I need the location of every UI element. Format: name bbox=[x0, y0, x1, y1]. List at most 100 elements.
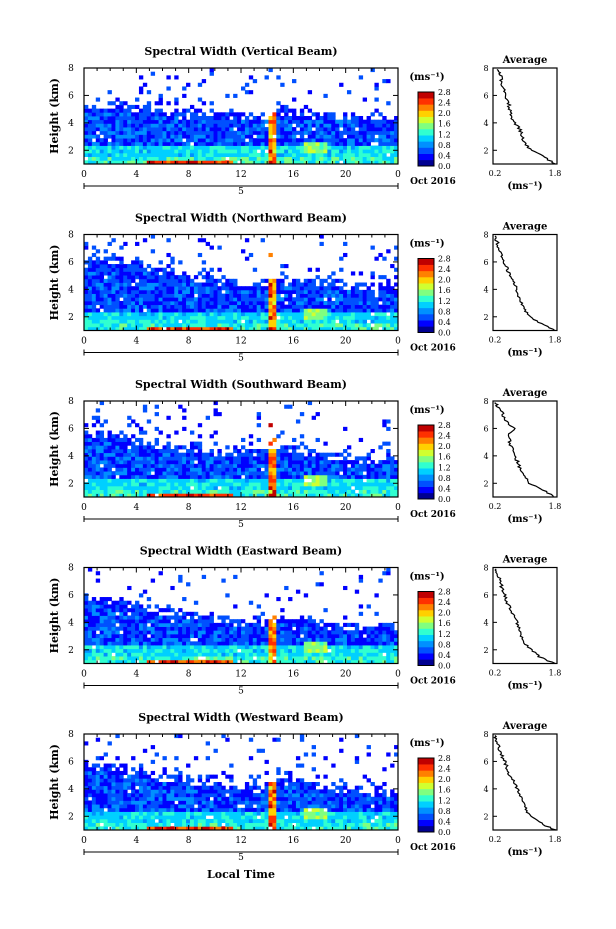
heatmap-cell bbox=[284, 471, 289, 476]
heatmap-cell bbox=[158, 116, 163, 121]
heatmap-cell bbox=[170, 467, 175, 472]
heatmap-cell bbox=[193, 456, 199, 461]
heatmap-cell bbox=[154, 289, 159, 294]
heatmap-cell bbox=[370, 633, 375, 639]
heatmap-cell bbox=[346, 289, 352, 294]
heatmap-cell bbox=[370, 493, 375, 498]
heatmap-cell bbox=[115, 286, 120, 291]
heatmap-cell bbox=[362, 659, 368, 664]
heatmap-cell bbox=[311, 112, 316, 117]
heatmap-cell bbox=[366, 152, 371, 158]
heatmap-cell bbox=[213, 645, 218, 650]
heatmap-cell bbox=[358, 493, 364, 498]
heatmap-cell bbox=[131, 460, 136, 465]
heatmap-cell bbox=[315, 437, 320, 443]
heatmap-cell bbox=[142, 278, 148, 283]
heatmap-cell bbox=[354, 323, 360, 328]
heatmap-cell bbox=[272, 145, 277, 150]
heatmap-cell bbox=[127, 478, 132, 483]
heatmap-cell bbox=[174, 633, 179, 639]
colorbar-tick-label: 2.0 bbox=[438, 276, 451, 285]
heatmap-cell bbox=[142, 312, 148, 317]
heatmap-cell bbox=[362, 326, 368, 331]
heatmap-cell bbox=[182, 275, 187, 280]
heatmap-cell bbox=[84, 278, 89, 283]
heatmap-cell bbox=[233, 489, 238, 494]
heatmap-cell bbox=[166, 445, 171, 450]
heatmap-cell bbox=[284, 463, 289, 468]
heatmap-cell bbox=[99, 604, 105, 609]
y-tick-label: 6 bbox=[68, 258, 74, 268]
heatmap-cell bbox=[158, 608, 163, 613]
heatmap-cell bbox=[288, 300, 293, 306]
heatmap-cell bbox=[248, 152, 254, 158]
heatmap-cell bbox=[378, 123, 383, 128]
heatmap-cell bbox=[225, 112, 230, 117]
heatmap-cell bbox=[186, 297, 191, 302]
heatmap-cell bbox=[358, 637, 364, 642]
heatmap-cell bbox=[107, 293, 112, 298]
heatmap-cell bbox=[386, 478, 391, 483]
heatmap-cell bbox=[394, 304, 399, 309]
heatmap-cell bbox=[284, 478, 289, 483]
heatmap-cell bbox=[154, 116, 159, 121]
heatmap-cell bbox=[288, 323, 293, 328]
heatmap-cell bbox=[162, 463, 167, 468]
heatmap-cell bbox=[115, 278, 120, 283]
heatmap-cell bbox=[370, 478, 375, 483]
heatmap-cell bbox=[135, 630, 140, 635]
heatmap-cell bbox=[346, 300, 352, 306]
heatmap-cell bbox=[135, 489, 140, 494]
heatmap-cell bbox=[252, 293, 258, 298]
heatmap-cell bbox=[166, 300, 171, 306]
heatmap-cell bbox=[182, 637, 187, 642]
heatmap-cell bbox=[339, 256, 344, 261]
heatmap-cell bbox=[288, 138, 293, 143]
heatmap-cell bbox=[91, 641, 97, 646]
heatmap-cell bbox=[162, 319, 167, 324]
heatmap-cell bbox=[131, 456, 136, 461]
heatmap-cell bbox=[189, 289, 195, 294]
heatmap-cell bbox=[107, 116, 112, 121]
heatmap-cell bbox=[115, 626, 120, 631]
heatmap-cell bbox=[115, 467, 120, 472]
heatmap-cell bbox=[366, 297, 371, 302]
heatmap-cell bbox=[201, 645, 207, 650]
heatmap-cell bbox=[189, 138, 195, 143]
heatmap-cell bbox=[95, 267, 101, 272]
heatmap-cell bbox=[346, 160, 352, 165]
heatmap-cell bbox=[205, 493, 211, 498]
heatmap-cell bbox=[146, 264, 152, 269]
heatmap-cell bbox=[374, 308, 379, 313]
heatmap-cell bbox=[323, 278, 328, 283]
heatmap-cell bbox=[87, 633, 93, 639]
heatmap-cell bbox=[170, 648, 175, 653]
heatmap-cell bbox=[103, 127, 108, 132]
heatmap-cell bbox=[315, 156, 320, 161]
heatmap-cell bbox=[103, 622, 108, 627]
heatmap-cell bbox=[237, 622, 242, 627]
heatmap-cell bbox=[292, 467, 297, 472]
heatmap-cell bbox=[115, 434, 120, 439]
heatmap-cell bbox=[221, 130, 226, 135]
heatmap-cell bbox=[335, 622, 340, 627]
heatmap-cell bbox=[103, 323, 108, 328]
heatmap-cell bbox=[370, 282, 375, 287]
heatmap-cell bbox=[213, 152, 218, 158]
heatmap-cell bbox=[288, 463, 293, 468]
heatmap-cell bbox=[131, 275, 136, 280]
heatmap-cell bbox=[319, 471, 324, 476]
heatmap-cell bbox=[158, 656, 163, 661]
heatmap-cell bbox=[233, 574, 238, 579]
heatmap-cell bbox=[288, 641, 293, 646]
heatmap-cell bbox=[150, 160, 156, 165]
heatmap-cell bbox=[193, 275, 199, 280]
heatmap-cell bbox=[205, 145, 211, 150]
heatmap-cell bbox=[201, 152, 207, 158]
heatmap-cell bbox=[99, 289, 105, 294]
heatmap-cell bbox=[193, 326, 199, 331]
heatmap-cell bbox=[111, 297, 116, 302]
heatmap-cell bbox=[237, 633, 242, 639]
heatmap-cell bbox=[138, 593, 144, 598]
heatmap-cell bbox=[150, 474, 156, 479]
